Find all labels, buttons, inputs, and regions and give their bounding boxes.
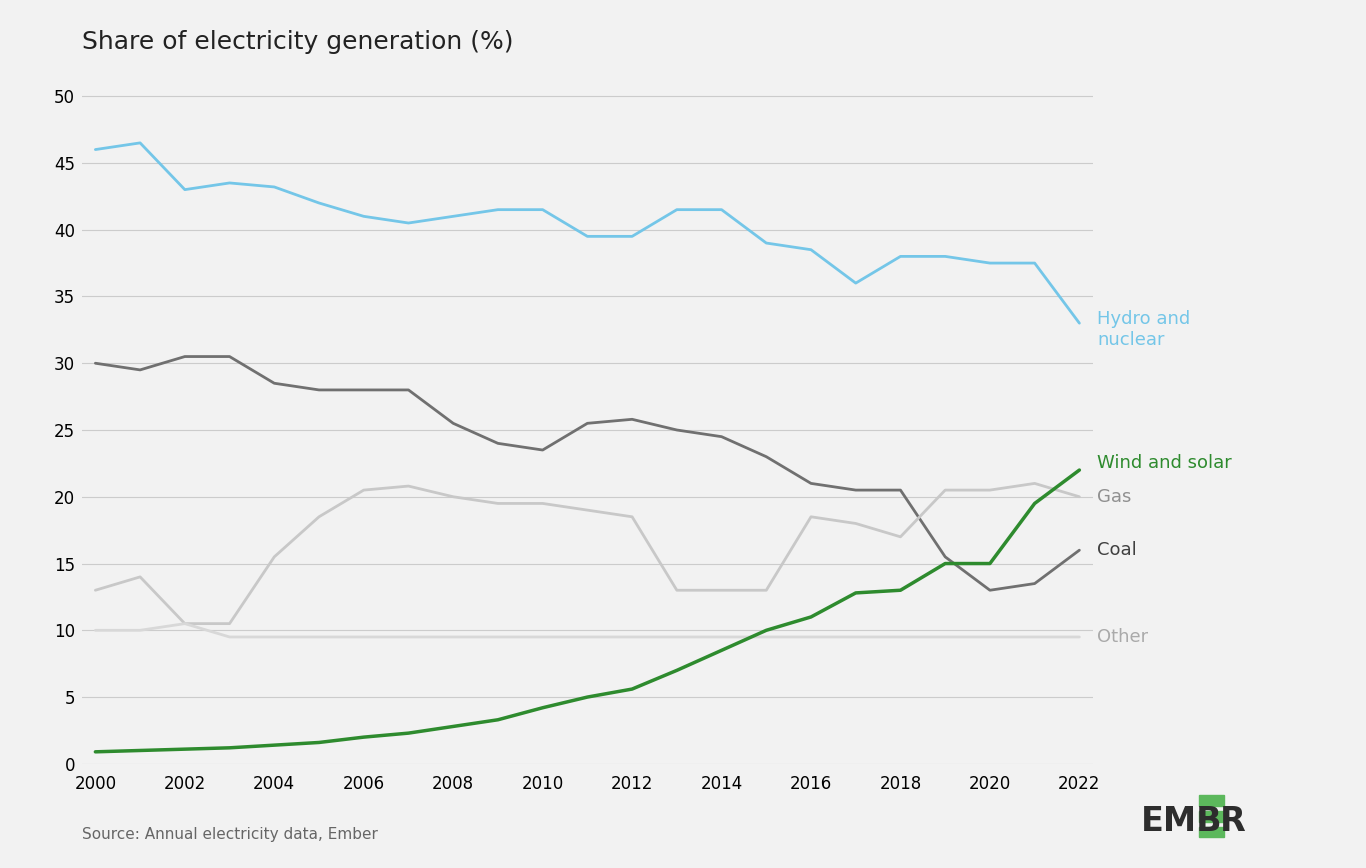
Text: R: R [1220, 805, 1246, 838]
Text: Source: Annual electricity data, Ember: Source: Annual electricity data, Ember [82, 827, 378, 842]
Text: Hydro and
nuclear: Hydro and nuclear [1097, 311, 1191, 349]
Text: Coal: Coal [1097, 541, 1137, 559]
Bar [1199, 795, 1224, 806]
Text: Wind and solar: Wind and solar [1097, 454, 1232, 472]
Text: Gas: Gas [1097, 488, 1131, 506]
Text: Share of electricity generation (%): Share of electricity generation (%) [82, 30, 514, 54]
Text: EMB: EMB [1141, 805, 1223, 838]
Text: Other: Other [1097, 628, 1149, 646]
Bar [1199, 827, 1224, 838]
Bar [1199, 811, 1224, 822]
